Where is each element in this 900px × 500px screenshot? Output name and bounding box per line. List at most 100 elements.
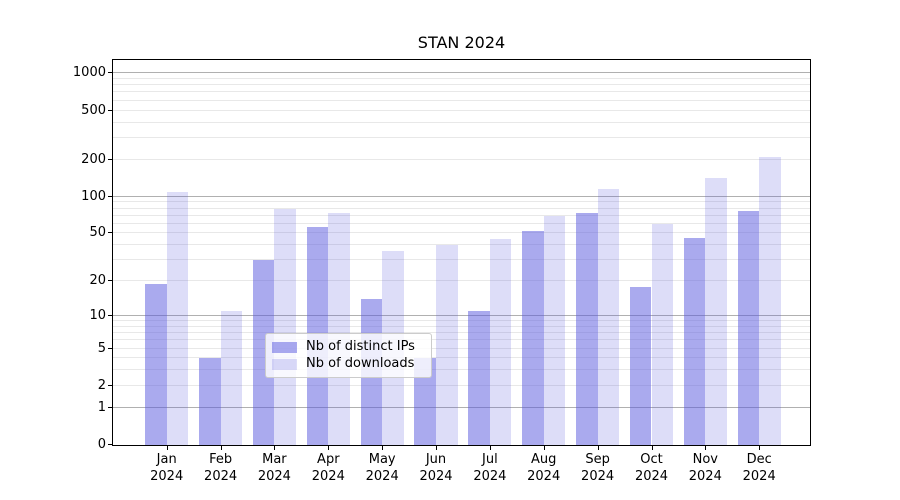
legend: Nb of distinct IPs Nb of downloads (265, 333, 432, 378)
gridline-y-20 (113, 280, 810, 282)
gridline-y-300 (113, 136, 810, 138)
x-tick-label-dec: Dec 2024 (727, 451, 791, 485)
bar-downloads-oct (651, 223, 674, 445)
gridline-y-5 (113, 347, 810, 349)
y-tick-label-10: 10 (89, 308, 106, 323)
gridline-y-3 (113, 369, 810, 371)
gridline-y-40 (113, 244, 810, 246)
y-tick-label-2: 2 (97, 377, 106, 393)
bar-distinct-ips-jul (468, 311, 490, 445)
x-tick-label-sep: Sep 2024 (566, 451, 630, 485)
x-tick-label-year: 2024 (634, 469, 669, 484)
x-tick-label-year: 2024 (419, 469, 453, 484)
y-tick-mark-5 (108, 347, 112, 349)
x-tick-label-month: Feb (209, 452, 233, 467)
bar-downloads-feb (220, 311, 243, 445)
gridline-y-70 (113, 214, 810, 216)
bar-distinct-ips-jun (414, 358, 436, 445)
x-tick-label-apr: Apr 2024 (296, 451, 360, 485)
y-tick-mark-50 (108, 232, 112, 234)
x-tick-label-month: Nov (692, 452, 718, 467)
x-tick-mark-apr (328, 446, 330, 450)
gridline-y-8 (113, 325, 810, 327)
bar-distinct-ips-oct (629, 286, 652, 445)
x-tick-label-year: 2024 (150, 469, 184, 484)
y-tick-mark-20 (108, 280, 112, 282)
bar-distinct-ips-nov (683, 237, 706, 445)
bar-distinct-ips-aug (522, 231, 544, 445)
gridline-y-50 (113, 232, 810, 234)
x-tick-label-feb: Feb 2024 (189, 451, 253, 485)
x-tick-label-month: May (368, 452, 396, 467)
x-tick-label-may: May 2024 (350, 451, 414, 485)
gridline-y-400 (113, 121, 810, 123)
x-tick-label-month: Apr (317, 452, 340, 467)
x-tick-label-jan: Jan 2024 (135, 451, 199, 485)
bar-downloads-jul (489, 239, 512, 445)
bar-distinct-ips-dec (737, 211, 760, 445)
gridline-y-60 (113, 222, 810, 224)
gridline-y-30 (113, 259, 810, 261)
y-tick-label-0: 0 (97, 437, 106, 452)
bar-downloads-sep (597, 189, 620, 445)
gridline-y-4 (113, 357, 810, 359)
y-tick-label-500: 500 (81, 102, 106, 118)
bar-downloads-dec (759, 156, 781, 445)
y-tick-label-1: 1 (97, 399, 106, 415)
legend-label-downloads: Nb of downloads (306, 356, 415, 371)
x-tick-label-year: 2024 (257, 469, 291, 484)
bar-distinct-ips-sep (576, 213, 598, 445)
y-tick-mark-100 (108, 195, 112, 197)
gridline-y-800 (113, 84, 810, 86)
gridline-y-2 (113, 384, 810, 386)
x-tick-mark-mar (274, 446, 276, 450)
x-tick-label-year: 2024 (204, 469, 238, 484)
gridline-y-200 (113, 158, 810, 160)
x-tick-label-year: 2024 (742, 469, 776, 484)
gridline-y-100 (113, 195, 810, 197)
x-tick-label-month: Jul (482, 452, 498, 467)
y-tick-mark-500 (108, 109, 112, 111)
gridline-y-500 (113, 109, 810, 111)
bar-downloads-nov (705, 178, 727, 445)
y-tick-label-20: 20 (89, 273, 106, 289)
x-tick-mark-jun (436, 446, 437, 450)
y-tick-label-5: 5 (97, 340, 106, 356)
plot-area: 0 1 2 5 10 20 50 100 200 500 1000 Jan 2024 Feb 2024 Mar… (73, 59, 811, 484)
x-tick-mark-feb (220, 446, 222, 450)
chart-title: STAN 2024 (417, 33, 506, 52)
x-tick-label-year: 2024 (527, 469, 561, 484)
x-tick-label-jun: Jun 2024 (404, 451, 468, 485)
y-tick-label-200: 200 (81, 151, 106, 167)
gridline-y-9 (113, 320, 810, 322)
x-tick-label-nov: Nov 2024 (673, 451, 737, 485)
x-tick-label-month: Jan (156, 452, 177, 467)
bar-downloads-aug (543, 215, 566, 445)
x-tick-label-month: Oct (640, 452, 663, 467)
x-tick-label-oct: Oct 2024 (620, 451, 684, 485)
gridline-y-700 (113, 91, 810, 93)
legend-item-distinct-ips: Nb of distinct IPs (272, 339, 423, 355)
gridline-y-6 (113, 339, 810, 341)
gridline-y-7 (113, 332, 810, 334)
y-tick-label-100: 100 (81, 188, 106, 204)
x-tick-label-month: Jun (425, 452, 447, 467)
x-tick-mark-nov (705, 446, 707, 450)
x-tick-label-year: 2024 (473, 469, 507, 484)
y-tick-mark-2 (108, 384, 112, 386)
x-tick-label-year: 2024 (688, 469, 722, 484)
x-tick-label-year: 2024 (311, 469, 345, 484)
x-tick-label-year: 2024 (365, 469, 399, 484)
legend-swatch-downloads (272, 358, 297, 370)
bar-distinct-ips-feb (199, 358, 221, 445)
x-tick-label-jul: Jul 2024 (458, 451, 522, 485)
x-tick-mark-oct (651, 446, 653, 450)
x-tick-mark-jan (166, 446, 168, 450)
bar-downloads-jun (436, 245, 458, 445)
legend-item-downloads: Nb of downloads (272, 356, 423, 372)
x-tick-label-year: 2024 (581, 469, 615, 484)
gridline-y-600 (113, 99, 810, 101)
gridline-y-1000 (113, 72, 810, 74)
x-tick-mark-aug (543, 446, 545, 450)
